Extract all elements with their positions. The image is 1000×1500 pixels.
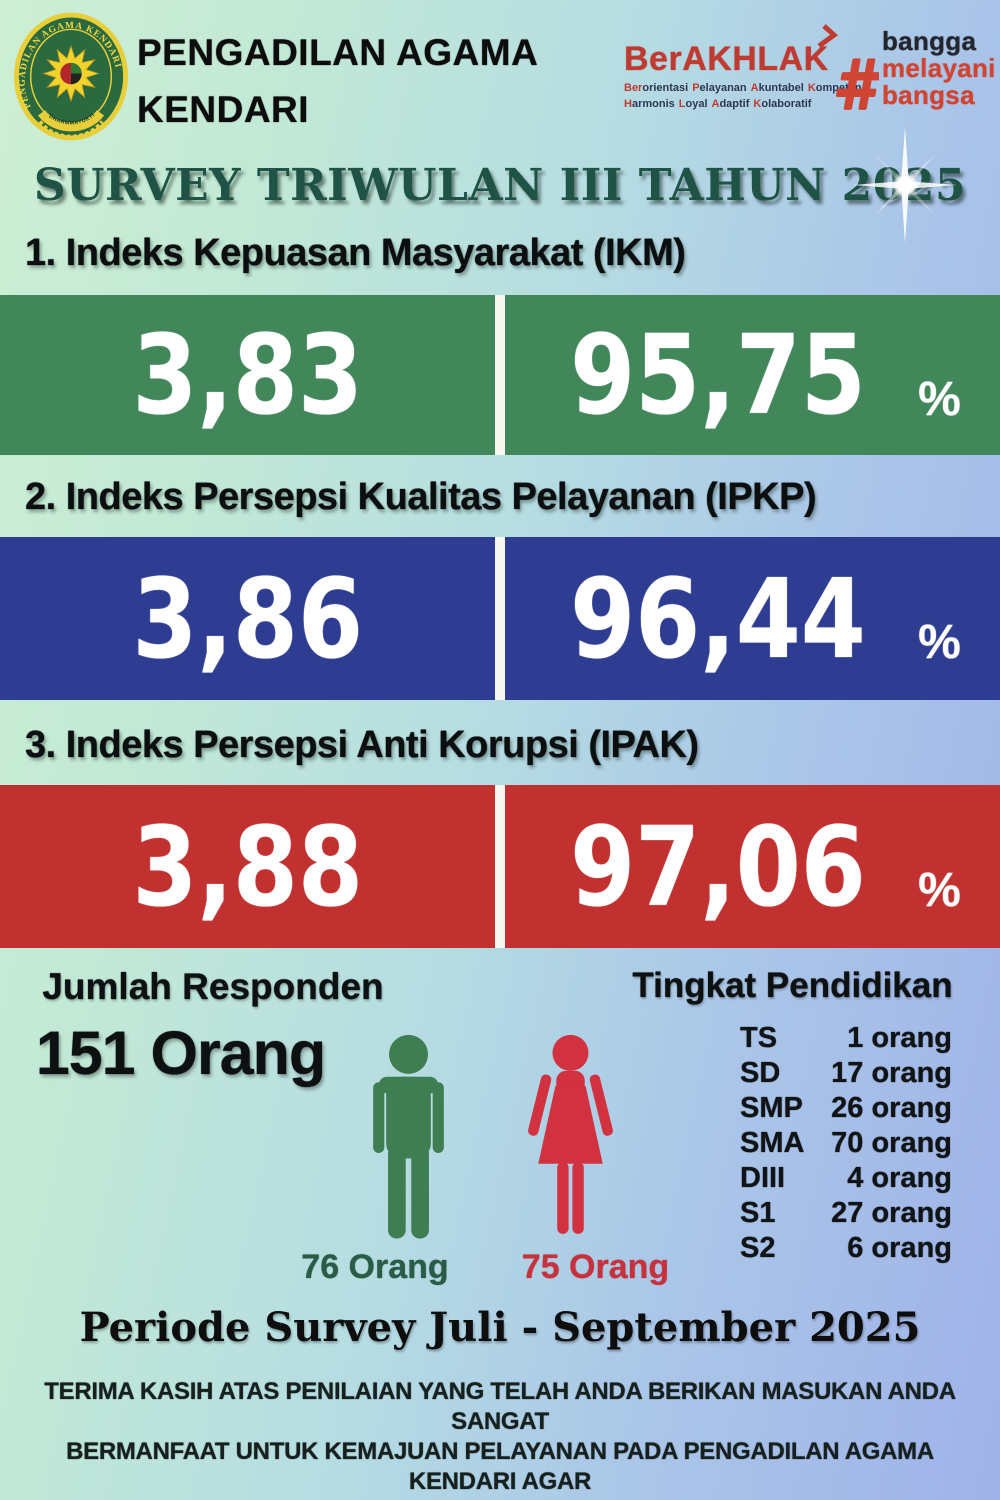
banner-divider <box>495 295 505 455</box>
thank-you-note: TERIMA KASIH ATAS PENILAIAN YANG TELAH A… <box>25 1377 975 1500</box>
education-row: SMP 26 orang <box>740 1091 952 1126</box>
banner-divider <box>495 537 505 700</box>
education-count: 17 orang <box>831 1057 952 1089</box>
male-count-label: 76 Orang <box>301 1248 449 1286</box>
section-heading-ipak: 3. Indeks Persepsi Anti Korupsi (IPAK) <box>25 724 699 766</box>
ipkp-score-value: 3,86 <box>132 554 363 683</box>
education-level: DIII <box>740 1162 786 1194</box>
female-count-label: 75 Orang <box>521 1248 670 1286</box>
education-row: S2 6 orang <box>740 1231 952 1266</box>
ikm-score-banner: 3,83 95,75 % <box>0 295 1000 455</box>
education-row: SD 17 orang <box>740 1056 952 1091</box>
male-person-icon <box>373 1034 444 1239</box>
ipkp-score-banner: 3,86 96,44 % <box>0 537 1000 700</box>
education-row: S1 27 orang <box>740 1196 952 1231</box>
education-row: SMA 70 orang <box>740 1126 952 1161</box>
ikm-score-value: 3,83 <box>132 311 363 439</box>
percent-sign: % <box>918 616 961 669</box>
percent-sign: % <box>918 864 961 917</box>
female-person-icon <box>528 1034 613 1234</box>
education-count: 70 orang <box>831 1127 952 1159</box>
respondents-label: Jumlah Responden <box>42 966 384 1007</box>
berakhlak-tagline-line1: Berorientasi Pelayanan Akuntabel Kompeten <box>624 82 862 94</box>
education-row: TS 1 orang <box>740 1021 952 1056</box>
respondents-total: 151 Orang <box>35 1019 326 1087</box>
sparkle-decoration <box>853 127 957 243</box>
bangga-melayani-bangsa-logo: bangga melayani bangsa <box>833 28 996 123</box>
section-heading-ipkp: 2. Indeks Persepsi Kualitas Pelayanan (I… <box>25 476 817 518</box>
education-level: SMA <box>740 1127 805 1159</box>
percent-sign: % <box>918 372 961 426</box>
bangga-line2: melayani <box>882 53 996 83</box>
thank-you-line1: TERIMA KASIH ATAS PENILAIAN YANG TELAH A… <box>44 1378 956 1435</box>
education-count: 27 orang <box>831 1197 952 1229</box>
education-level: TS <box>740 1022 778 1054</box>
education-title: Tingkat Pendidikan <box>632 966 953 1005</box>
bangga-line1: bangga <box>882 26 977 56</box>
thank-you-line2: BERMANFAAT UNTUK KEMAJUAN PELAYANAN PADA… <box>66 1438 934 1495</box>
berakhlak-text: BerAKHLAK <box>624 40 829 78</box>
ipak-score-banner: 3,88 97,06 % <box>0 785 1000 948</box>
education-count: 4 orang <box>847 1162 952 1194</box>
education-count: 6 orang <box>847 1232 952 1264</box>
education-level: SD <box>740 1057 781 1089</box>
org-name-line1: PENGADILAN AGAMA <box>137 32 539 73</box>
berakhlak-tagline-line2: Harmonis Loyal Adaptif Kolaboratif <box>624 98 812 110</box>
ikm-percent-cell: 95,75 % <box>505 295 1000 455</box>
page-title: SURVEY TRIWULAN III TAHUN 2025 <box>33 160 967 211</box>
ipak-percent-value: 97,06 <box>570 802 867 931</box>
bangga-wordmark: bangga melayani bangsa <box>882 28 996 123</box>
ipak-percent-cell: 97,06 % <box>505 785 1000 948</box>
org-name-line2: KENDARI <box>137 89 310 130</box>
berakhlak-wordmark: BerAKHLAK <box>624 24 838 79</box>
berakhlak-arrow-icon <box>817 24 838 48</box>
ipkp-percent-value: 96,44 <box>570 554 867 683</box>
education-level: S2 <box>740 1232 776 1264</box>
education-count: 1 orang <box>847 1022 952 1054</box>
ipkp-score-cell: 3,86 <box>0 537 495 700</box>
ipak-score-cell: 3,88 <box>0 785 495 948</box>
education-level: SMP <box>740 1092 803 1124</box>
ipkp-percent-cell: 96,44 % <box>505 537 1000 700</box>
thank-you-line3: TERUS MEMPERBAIKI DAN MENINGKATKAN KUALI… <box>25 1497 975 1500</box>
bangga-line3: bangsa <box>882 80 975 110</box>
court-seal-logo: PENGADILAN AGAMA KENDARI DHARMMAYUKTI <box>13 12 129 141</box>
hashtag-icon <box>833 52 882 123</box>
ikm-score-cell: 3,83 <box>0 295 495 455</box>
section-heading-ikm: 1. Indeks Kepuasan Masyarakat (IKM) <box>25 232 686 274</box>
education-list: TS 1 orang SD 17 orang SMP 26 orang SMA … <box>740 1021 952 1266</box>
education-row: DIII 4 orang <box>740 1161 952 1196</box>
education-level: S1 <box>740 1197 776 1229</box>
survey-period: Periode Survey Juli - September 2025 <box>79 1304 921 1351</box>
ipak-score-value: 3,88 <box>132 802 363 931</box>
berakhlak-logo: BerAKHLAK Berorientasi Pelayanan Akuntabel… <box>624 24 862 111</box>
banner-divider <box>495 785 505 948</box>
education-count: 26 orang <box>831 1092 952 1124</box>
ikm-percent-value: 95,75 <box>570 311 867 439</box>
org-name: PENGADILAN AGAMA KENDARI <box>137 24 538 138</box>
